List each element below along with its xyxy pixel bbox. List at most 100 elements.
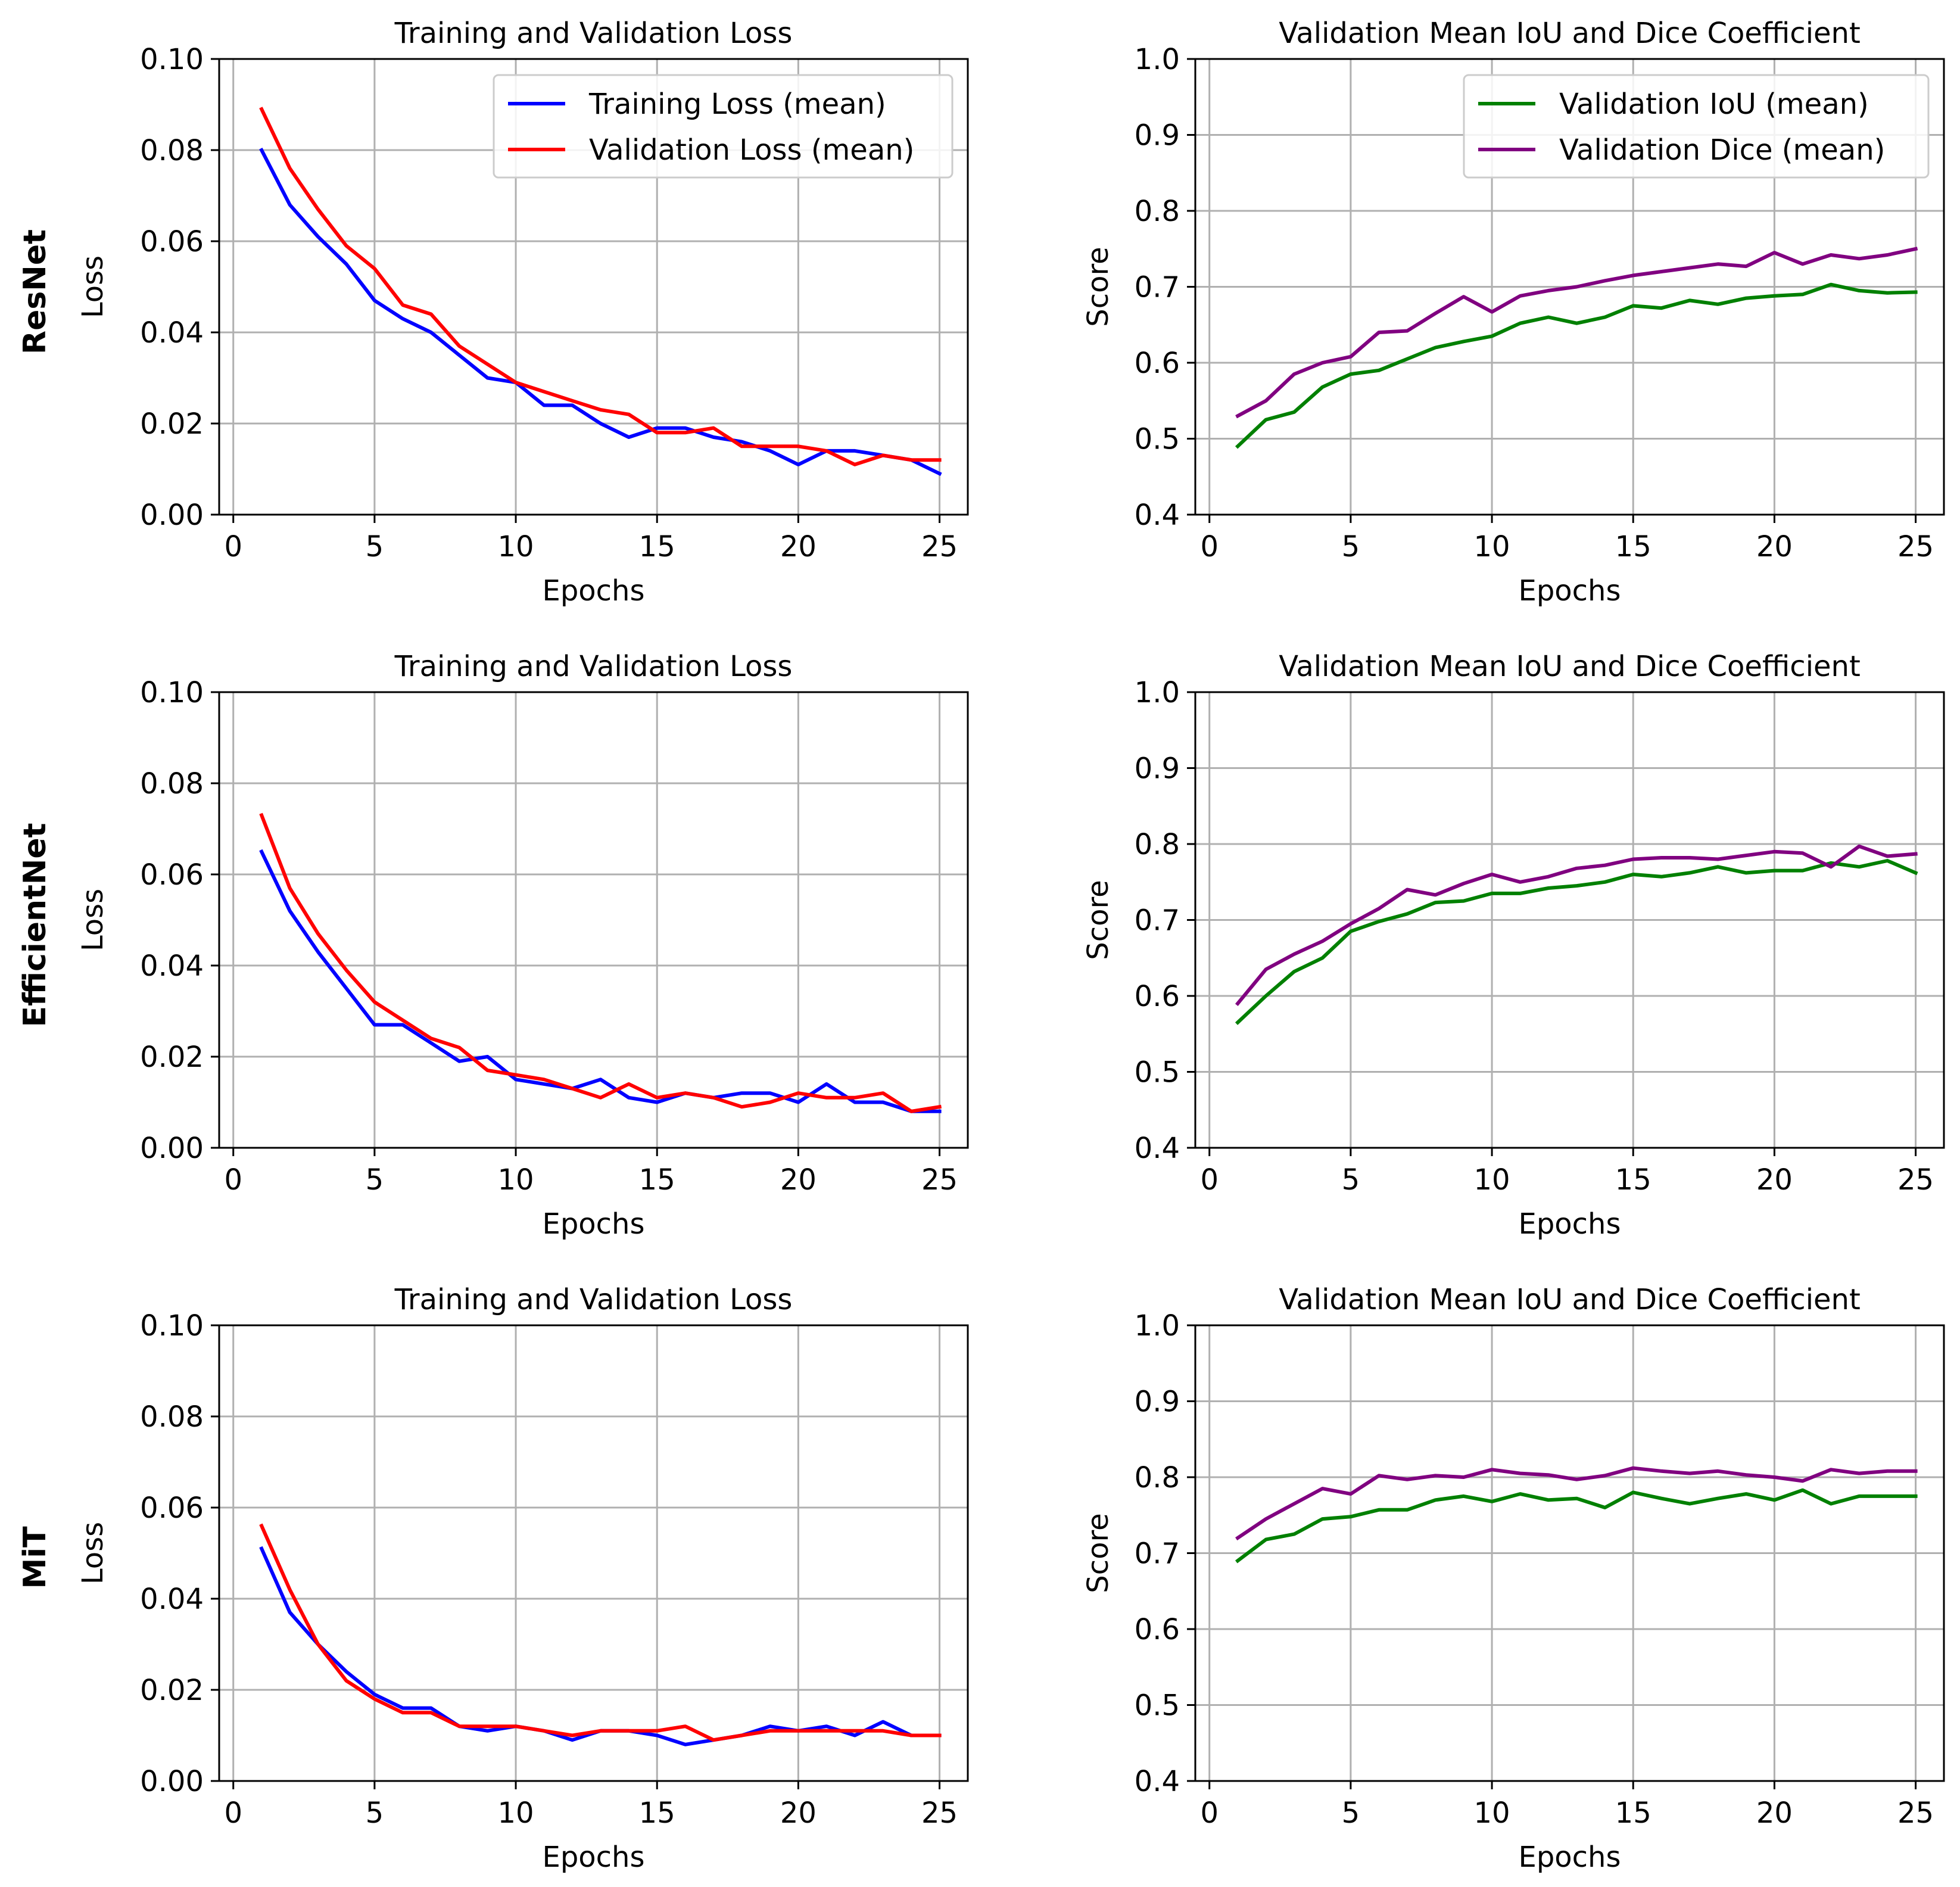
y-tick-label: 0.5	[1135, 423, 1180, 456]
y-tick-label: 0.06	[140, 858, 204, 892]
y-tick-label: 0.7	[1135, 1537, 1180, 1571]
series-line-dice	[1235, 844, 1918, 1007]
x-tick-label: 10	[1474, 1163, 1510, 1197]
y-tick-label: 0.6	[1135, 1613, 1180, 1646]
series-line-val	[259, 107, 942, 466]
x-tick-label: 25	[921, 1796, 958, 1830]
y-tick-label: 0.4	[1135, 1765, 1180, 1798]
y-tick-label: 0.4	[1135, 499, 1180, 532]
x-tick-label: 15	[1615, 530, 1651, 563]
x-tick-label: 15	[639, 1796, 675, 1830]
x-tick-label: 20	[780, 1163, 817, 1197]
x-tick-label: 10	[498, 1163, 534, 1197]
y-tick-label: 0.02	[140, 1674, 204, 1707]
x-tick-label: 5	[366, 1163, 384, 1197]
y-tick-label: 0.10	[140, 43, 204, 76]
x-tick-label: 10	[498, 1796, 534, 1830]
y-axis-label: Loss	[76, 889, 110, 951]
x-tick-label: 0	[224, 1796, 242, 1830]
x-tick-label: 20	[780, 530, 817, 563]
resnet-score-chart: 0 5 10 15 20 25 0.4 0.5 0.6 0.7 0.8 0.9 1.0 Validatio…	[1082, 17, 1945, 608]
y-tick-label: 1.0	[1135, 1309, 1180, 1343]
x-tick-label: 25	[921, 1163, 958, 1197]
row-labels: ResNet EfficientNet MiT	[17, 229, 53, 1589]
row-label-efficientnet: EfficientNet	[17, 823, 53, 1027]
y-tick-label: 0.00	[140, 1765, 204, 1798]
x-tick-label: 20	[1756, 530, 1793, 563]
y-axis-label: Score	[1082, 247, 1115, 326]
x-axis-label: Epochs	[543, 1841, 645, 1874]
y-tick-label: 0.6	[1135, 347, 1180, 380]
x-tick-label: 15	[639, 530, 675, 563]
legend-label: Validation IoU (mean)	[1559, 88, 1869, 121]
y-axis-label: Loss	[76, 256, 110, 318]
series-line-dice	[1235, 247, 1918, 419]
mit-loss-chart: 0 5 10 15 20 25 0.00 0.02 0.04 0.06 0.08 0.10 Traini…	[76, 1283, 969, 1874]
x-tick-label: 15	[1615, 1796, 1651, 1830]
y-axis-label: Score	[1082, 1513, 1115, 1593]
axes-frame	[218, 691, 969, 1149]
y-tick-label: 0.8	[1135, 195, 1180, 228]
x-tick-label: 5	[1342, 530, 1360, 563]
x-tick-label: 15	[1615, 1163, 1651, 1197]
y-tick-label: 0.6	[1135, 980, 1180, 1013]
x-tick-label: 0	[224, 530, 242, 563]
efficientnet-loss-chart: 0 5 10 15 20 25 0.00 0.02 0.04 0.06 0.08 0.10 Traini…	[76, 650, 969, 1241]
y-axis-label: Score	[1082, 880, 1115, 960]
x-tick-label: 20	[1756, 1163, 1793, 1197]
y-tick-label: 0.5	[1135, 1689, 1180, 1723]
y-tick-label: 1.0	[1135, 43, 1180, 76]
x-axis-label: Epochs	[543, 1207, 645, 1241]
x-tick-label: 25	[1897, 530, 1934, 563]
y-tick-label: 0.8	[1135, 1461, 1180, 1494]
series-line-iou	[1235, 859, 1918, 1025]
y-tick-label: 0.04	[140, 1583, 204, 1616]
resnet-loss-chart: 0 5 10 15 20 25 0.00 0.02 0.04 0.06 0.08 0.10 Traini…	[76, 17, 969, 608]
y-tick-label: 0.04	[140, 949, 204, 983]
y-tick-label: 0.8	[1135, 828, 1180, 861]
y-tick-label: 0.00	[140, 1132, 204, 1165]
y-tick-label: 1.0	[1135, 676, 1180, 709]
legend-frame	[493, 74, 953, 179]
x-tick-label: 25	[921, 530, 958, 563]
efficientnet-score-chart: 0 5 10 15 20 25 0.4 0.5 0.6 0.7 0.8 0.9 1.0 Validatio…	[1082, 650, 1945, 1241]
x-tick-label: 0	[1200, 1163, 1219, 1197]
x-tick-label: 20	[1756, 1796, 1793, 1830]
x-tick-label: 5	[1342, 1163, 1360, 1197]
x-tick-label: 0	[1200, 530, 1219, 563]
y-tick-label: 0.06	[140, 225, 204, 259]
y-tick-label: 0.7	[1135, 271, 1180, 304]
x-tick-label: 5	[366, 530, 384, 563]
x-axis-label: Epochs	[543, 574, 645, 608]
x-tick-label: 15	[639, 1163, 675, 1197]
x-tick-label: 5	[1342, 1796, 1360, 1830]
chart-title: Validation Mean IoU and Dice Coefficient	[1279, 17, 1861, 50]
x-axis-label: Epochs	[1519, 574, 1621, 608]
x-tick-label: 10	[1474, 1796, 1510, 1830]
axes-frame	[218, 1324, 969, 1782]
series-line-iou	[1235, 1488, 1918, 1564]
legend: Validation IoU (mean) Validation Dice (me…	[1463, 74, 1930, 179]
series-line-iou	[1235, 282, 1918, 449]
series-line-train	[259, 849, 942, 1113]
y-tick-label: 0.10	[140, 1309, 204, 1343]
y-tick-label: 0.02	[140, 1041, 204, 1074]
legend-label: Validation Loss (mean)	[589, 133, 914, 167]
y-tick-label: 0.00	[140, 499, 204, 532]
x-tick-label: 10	[1474, 530, 1510, 563]
series-line-val	[259, 812, 942, 1113]
x-tick-label: 25	[1897, 1796, 1934, 1830]
x-axis-label: Epochs	[1519, 1207, 1621, 1241]
x-tick-label: 10	[498, 530, 534, 563]
y-tick-label: 0.9	[1135, 752, 1180, 786]
chart-title: Validation Mean IoU and Dice Coefficient	[1279, 650, 1861, 683]
charts: 0 5 10 15 20 25 0.00 0.02 0.04 0.06 0.08 0.10 Traini…	[76, 17, 1945, 1874]
x-tick-label: 25	[1897, 1163, 1934, 1197]
y-tick-label: 0.4	[1135, 1132, 1180, 1165]
legend-label: Validation Dice (mean)	[1559, 133, 1885, 167]
chart-title: Validation Mean IoU and Dice Coefficient	[1279, 1283, 1861, 1316]
y-tick-label: 0.10	[140, 676, 204, 709]
y-tick-label: 0.06	[140, 1491, 204, 1525]
